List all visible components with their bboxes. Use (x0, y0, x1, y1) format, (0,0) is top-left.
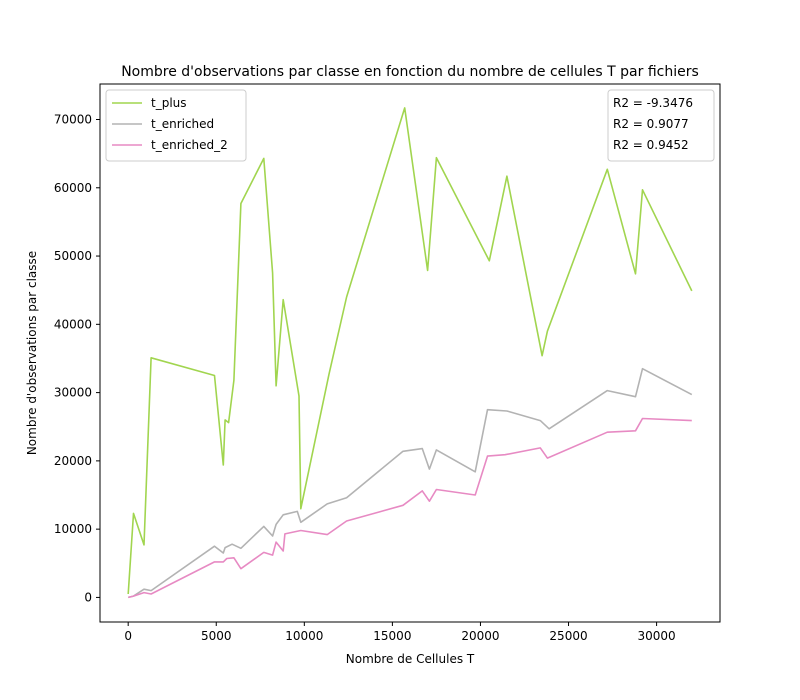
r2-annotation: R2 = 0.9452 (613, 138, 689, 152)
y-axis-label: Nombre d'observations par classe (25, 251, 39, 455)
r2-annotation: R2 = 0.9077 (613, 117, 689, 131)
x-axis: 0 5000 10000 15000 20000 25000 30000 (124, 622, 676, 643)
legend-label-t_plus: t_plus (151, 96, 187, 110)
y-tick-label: 50000 (54, 249, 92, 263)
x-tick-label: 0 (124, 629, 132, 643)
y-tick-label: 0 (84, 590, 92, 604)
x-tick-label: 5000 (201, 629, 232, 643)
y-axis: 0 10000 20000 30000 40000 50000 60000 70000 (54, 113, 100, 604)
annotation-frame (607, 89, 715, 162)
y-tick-label: 70000 (54, 113, 92, 127)
legend-frame (105, 89, 247, 162)
y-tick-label: 40000 (54, 317, 92, 331)
series-line-t_plus (127, 107, 693, 595)
x-axis-label: Nombre de Cellules T (346, 652, 475, 666)
x-tick-label: 30000 (637, 629, 675, 643)
y-tick-label: 20000 (54, 454, 92, 468)
legend-label-t_enriched_2: t_enriched_2 (151, 138, 228, 152)
x-tick-label: 20000 (461, 629, 499, 643)
series-line-t_enriched_2 (128, 417, 692, 599)
r2-annotation-box: R2 = -9.3476 R2 = 0.9077 R2 = 0.9452 (607, 89, 715, 162)
series-line-t_enriched (128, 367, 693, 599)
r2-annotation: R2 = -9.3476 (613, 96, 693, 110)
y-tick-label: 10000 (54, 522, 92, 536)
x-tick-label: 10000 (285, 629, 323, 643)
legend-label-t_enriched: t_enriched (151, 117, 214, 131)
legend: t_plus t_enriched t_enriched_2 (105, 89, 247, 162)
axes-frame (99, 83, 721, 623)
x-tick-label: 15000 (373, 629, 411, 643)
chart-title: Nombre d'observations par classe en fonc… (121, 64, 699, 80)
x-tick-label: 25000 (549, 629, 587, 643)
plot-area (127, 107, 693, 599)
y-tick-label: 30000 (54, 386, 92, 400)
y-tick-label: 60000 (54, 181, 92, 195)
